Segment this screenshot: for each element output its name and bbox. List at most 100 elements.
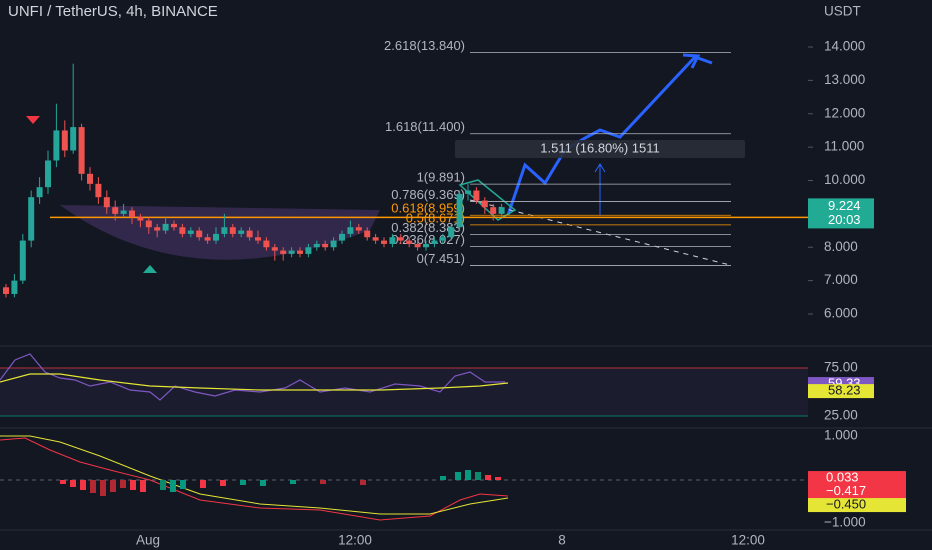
- candle-body: [280, 250, 287, 254]
- candle-body: [473, 190, 480, 201]
- time-label: 12:00: [338, 533, 372, 548]
- candle-body: [255, 237, 261, 241]
- candle-body: [439, 237, 446, 241]
- candle-body: [498, 207, 505, 214]
- price-tick-label: 12.000: [824, 105, 865, 120]
- candle-body: [339, 233, 345, 241]
- candle-body: [112, 207, 119, 214]
- measure-arrowhead: [594, 163, 606, 173]
- price-tick-label: 10.000: [824, 172, 865, 187]
- candle-body: [179, 227, 186, 234]
- projection-arrowhead: [682, 53, 701, 69]
- candle-body: [465, 190, 471, 194]
- sell-signal: [26, 116, 40, 124]
- candle-body: [70, 127, 77, 151]
- candle-body: [129, 210, 135, 218]
- macd-tag: [808, 498, 906, 513]
- candle-body: [103, 197, 110, 208]
- candle-body: [448, 227, 455, 238]
- candle-body: [305, 247, 312, 254]
- candle-body: [137, 217, 144, 221]
- macd-tick-label: 1.000: [824, 428, 858, 443]
- candle-body: [120, 210, 127, 214]
- rsi-tick-label: 75.00: [824, 360, 858, 375]
- candle-body: [154, 227, 161, 231]
- time-label: 8: [558, 533, 566, 548]
- candle-body: [45, 160, 51, 188]
- candle-body: [414, 243, 421, 248]
- candle-body: [171, 223, 177, 228]
- fib-label: 0.382(8.383): [391, 220, 465, 235]
- candle-body: [221, 227, 228, 234]
- candle-body: [196, 230, 203, 238]
- fib-label: 0.5(8.671): [406, 210, 465, 225]
- projection-path: [506, 55, 713, 216]
- candle-body: [187, 230, 194, 234]
- candle-body: [481, 200, 488, 208]
- price-tick-label: 8.000: [824, 239, 858, 254]
- candle-body: [330, 240, 337, 248]
- currency: USDT: [824, 4, 861, 19]
- candle-body: [87, 173, 93, 184]
- fib-label: 0.618(8.959): [391, 201, 465, 216]
- candle-body: [53, 130, 60, 161]
- fib-label: 0(7.451): [417, 251, 465, 266]
- macd-tag-label: 0.033: [826, 470, 859, 485]
- candle-body: [229, 227, 236, 234]
- candle-body: [213, 233, 219, 241]
- candle-body: [406, 240, 413, 244]
- candle-body: [313, 243, 320, 248]
- candle-body: [397, 237, 404, 241]
- candle-body: [3, 287, 9, 294]
- time-label: 12:00: [731, 533, 765, 548]
- countdown: 20:03: [828, 212, 861, 227]
- candle-body: [95, 183, 102, 198]
- candle-body: [347, 227, 354, 234]
- candle-body: [19, 240, 26, 281]
- rsi-tag-label: 58.23: [828, 383, 861, 398]
- rsi-ma: [0, 373, 509, 391]
- rsi-line: [0, 353, 505, 401]
- symbol-title: UNFI / TetherUS, 4h, BINANCE: [8, 3, 218, 20]
- candle-body: [389, 237, 396, 244]
- candle-body: [355, 227, 362, 231]
- candle-body: [78, 127, 85, 174]
- candle-body: [456, 193, 463, 228]
- macd-tag-label: −0.417: [826, 483, 866, 498]
- macd-tag: [808, 471, 906, 486]
- candle-body: [61, 130, 68, 151]
- buy-signal: [143, 265, 157, 273]
- candle-body: [36, 187, 43, 198]
- rsi-tick-label: 25.00: [824, 408, 858, 423]
- price-tick-label: 7.000: [824, 272, 858, 287]
- candle-body: [423, 243, 429, 248]
- candle-body: [322, 243, 329, 248]
- candle-body: [162, 223, 169, 231]
- candle-body: [364, 230, 371, 238]
- macd-tag: [808, 484, 906, 499]
- last-price-tag: [808, 198, 874, 229]
- candle-body: [297, 250, 303, 254]
- measure-box: [455, 140, 745, 158]
- candle-body: [431, 240, 438, 244]
- macd-line: [0, 437, 509, 521]
- candle-body: [288, 250, 295, 254]
- candle-body: [246, 230, 253, 238]
- candle-body: [381, 240, 387, 244]
- candle-body: [204, 237, 211, 241]
- macd-histogram: [60, 470, 501, 496]
- candle-body: [271, 247, 278, 251]
- fib-label: 0.786(9.369): [391, 187, 465, 202]
- time-label: Aug: [136, 533, 160, 548]
- candle-body: [372, 237, 379, 241]
- candle-body: [145, 220, 152, 228]
- candle-body: [28, 197, 35, 241]
- last-price-label: 9.224: [828, 198, 861, 213]
- fib-label: 2.618(13.840): [384, 38, 465, 53]
- macd-tag-label: −0.450: [826, 497, 866, 512]
- rsi-tag: [808, 384, 874, 399]
- dynamic-layer: 14.00013.00012.00011.00010.0009.0008.000…: [3, 38, 906, 548]
- candle-body: [238, 230, 245, 234]
